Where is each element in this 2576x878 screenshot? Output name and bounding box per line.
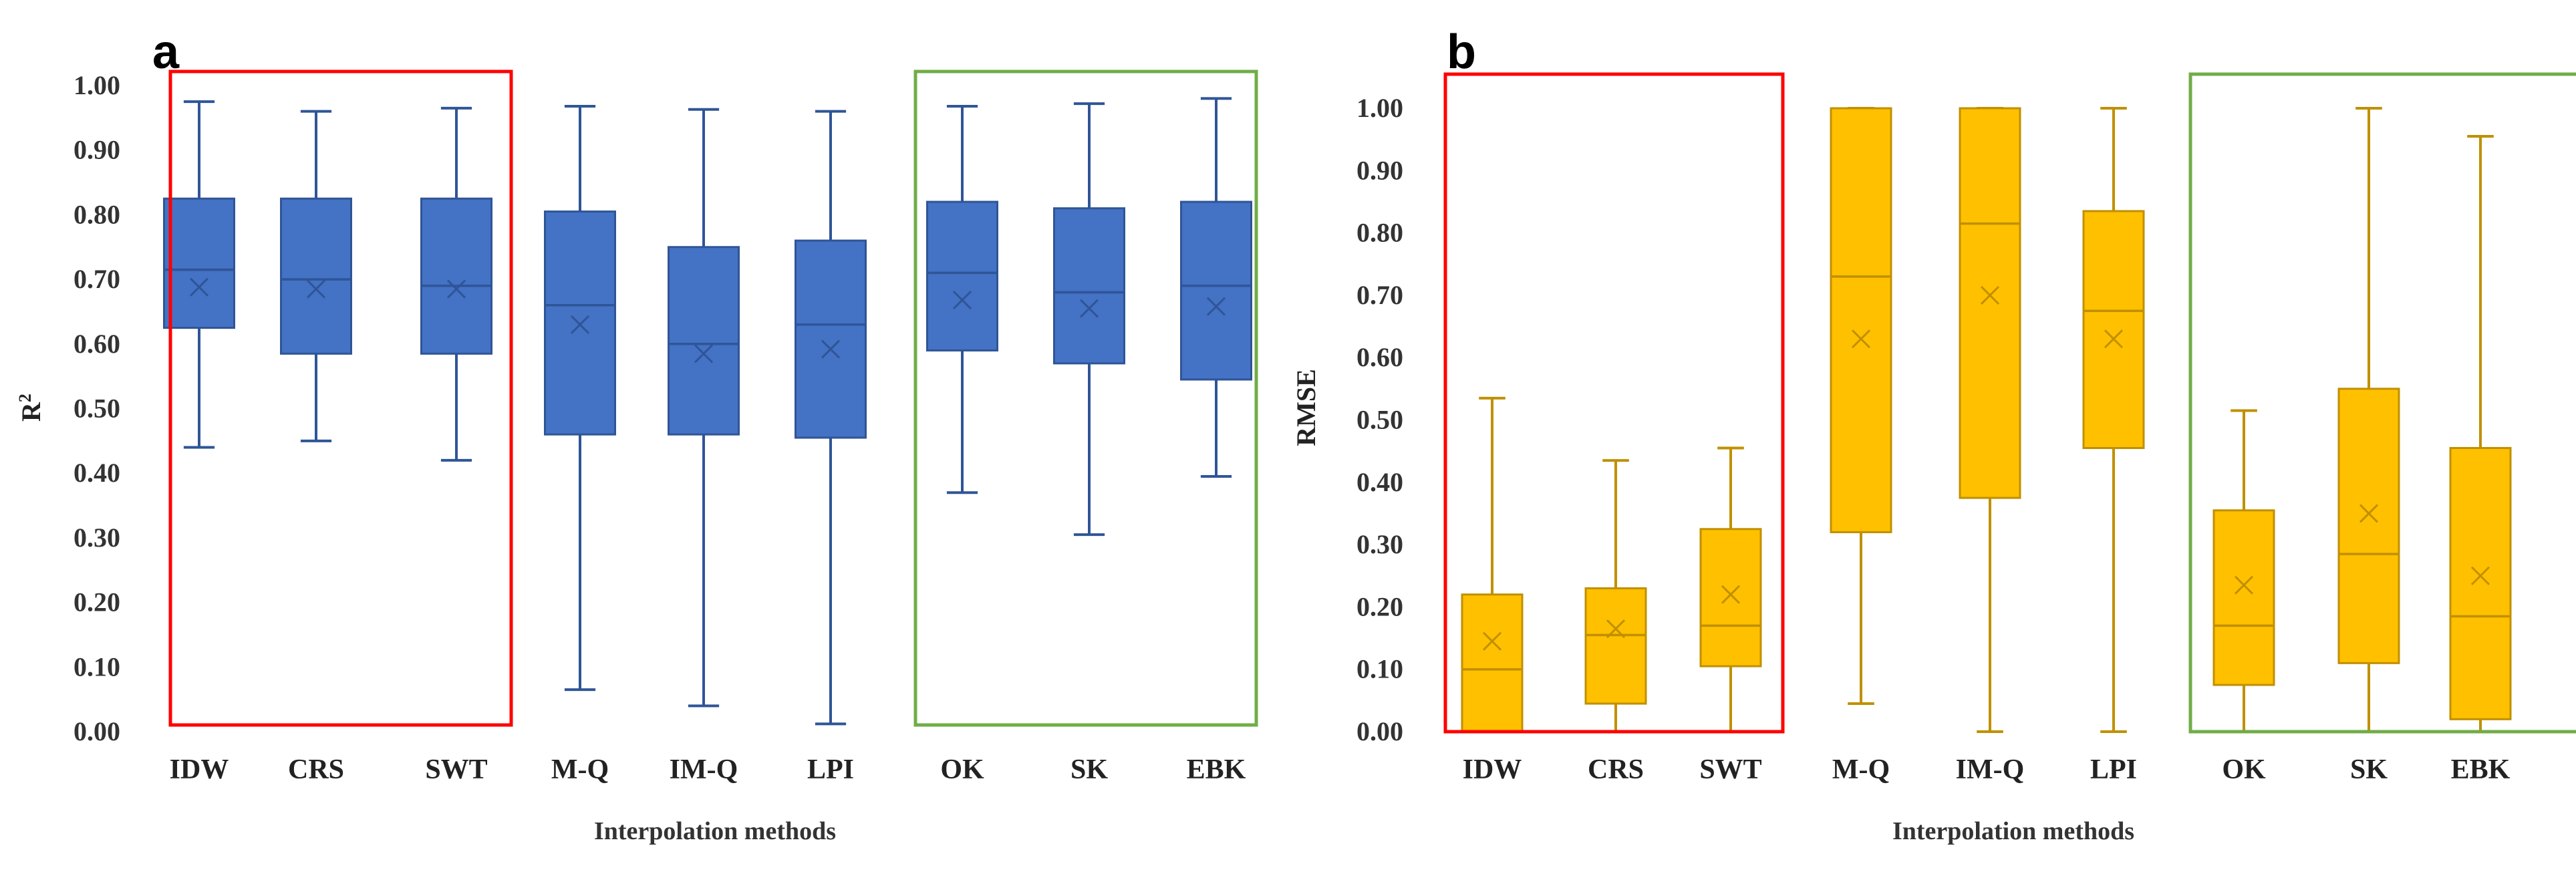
panel-b-mean-marker (2359, 504, 2379, 523)
panel-b-category-label: SWT (1699, 754, 1761, 785)
panel-b-category-label: SK (2350, 754, 2388, 785)
panel-a-ytick-label: 0.20 (74, 587, 120, 617)
panel-a-ylabel-text: R (16, 402, 46, 422)
panel-b-ytick-label: 0.50 (1356, 405, 1403, 435)
panel-b-ytick-label: 0.20 (1356, 591, 1403, 621)
panel-a-highlight-red-box (168, 69, 513, 727)
panel-b-category-label: LPI (2090, 754, 2137, 785)
panel-a-category-label: CRS (288, 754, 344, 785)
panel-a-box (420, 197, 492, 355)
panel-b-mean-marker (1980, 285, 2000, 305)
panel-a-box (926, 200, 998, 351)
panel-a-category-label: OK (940, 754, 984, 785)
panel-b-category-label: OK (2222, 754, 2266, 785)
panel-a-ylabel: R2 (15, 394, 46, 422)
panel-a-xlabel: Interpolation methods (594, 817, 836, 845)
panel-b-ytick-label: 0.40 (1356, 467, 1403, 497)
panel-a-ytick-label: 0.60 (74, 329, 120, 359)
panel-a-category-label: IDW (170, 754, 229, 785)
panel-a-highlight-green-box (913, 69, 1258, 727)
panel-b-category-label: M-Q (1832, 754, 1890, 785)
panel-b-category-label: CRS (1588, 754, 1644, 785)
panel-b-ytick-label: 0.70 (1356, 280, 1403, 310)
panel-b-ytick-label: 0.80 (1356, 218, 1403, 248)
panel-a-mean-marker (952, 290, 972, 310)
panel-a-box (668, 246, 740, 436)
panel-a-box (1053, 207, 1125, 365)
panel-a-category-label: SK (1070, 754, 1108, 785)
panel-a-box (795, 239, 867, 439)
panel-b-mean-marker (1851, 329, 1871, 349)
panel-a-category-label: LPI (807, 754, 854, 785)
panel-a-mean-marker (694, 344, 714, 363)
panel-a-ytick-label: 0.80 (74, 199, 120, 229)
panel-a-ytick-label: 0.70 (74, 264, 120, 294)
panel-b-category-label: IM-Q (1956, 754, 2025, 785)
panel-b-highlight-green-box (2188, 72, 2576, 734)
panel-b-box (1461, 593, 1524, 733)
panel-b-mean-marker (1482, 631, 1502, 651)
panel-b-box (2082, 210, 2145, 449)
panel-a-mean-marker (306, 279, 326, 299)
panel-b-mean-marker (1721, 585, 1741, 604)
panel-b-ytick-label: 0.30 (1356, 529, 1403, 559)
panel-a-box (544, 210, 616, 436)
panel-b-box (2449, 446, 2512, 720)
panel-b-box (1584, 587, 1647, 705)
panel-a-mean-marker (1079, 299, 1099, 318)
panel-a-ylabel-superscript: 2 (15, 394, 35, 402)
panel-a-ytick-label: 0.10 (74, 651, 120, 682)
panel-b-ytick-label: 0.60 (1356, 342, 1403, 372)
panel-b-highlight-red-box (1443, 72, 1785, 734)
panel-b-plot: 0.00 0.10 0.20 0.30 0.40 0.50 0.60 0.70 0.80 0.90… (1356, 72, 2576, 785)
panel-a-ytick-label: 0.00 (74, 716, 120, 746)
panel-b-box (1959, 107, 2021, 499)
panel-b-ytick-label: 0.90 (1356, 155, 1403, 185)
panel-b-label: b (1447, 25, 1476, 79)
panel-b-category-label: IDW (1463, 754, 1522, 785)
panel-b-ytick-label: 0.00 (1356, 716, 1403, 746)
panel-a-mean-marker (1206, 297, 1226, 316)
panel-b-category-label: EBK (2451, 754, 2511, 785)
panel-a-ytick-label: 0.40 (74, 458, 120, 488)
panel-a-mean-marker (446, 279, 466, 299)
panel-b-mean-marker (2104, 329, 2124, 349)
panel-b-mean-marker (1606, 619, 1626, 639)
panel-a-ytick-label: 0.50 (74, 394, 120, 424)
panel-b-box (1830, 107, 1892, 533)
panel-a-category-label: IM-Q (670, 754, 738, 785)
panel-b-xlabel: Interpolation methods (1892, 817, 2134, 845)
panel-a-category-label: EBK (1187, 754, 1246, 785)
panel-b-mean-marker (2470, 566, 2490, 585)
panel-b-box (2212, 509, 2275, 686)
panel-a-plot: 0.00 0.10 0.20 0.30 0.40 0.50 0.60 0.70 0.80 0.90… (74, 69, 1258, 785)
panel-b-box (2337, 388, 2400, 664)
panel-a-category-label: SWT (425, 754, 487, 785)
panel-b-ytick-label: 1.00 (1356, 93, 1403, 123)
panel-a-box (280, 197, 352, 355)
panel-a-box (163, 197, 235, 329)
panel-a-mean-marker (189, 277, 209, 297)
panel-a-mean-marker (821, 339, 841, 359)
panel-b-mean-marker (2234, 575, 2254, 595)
panel-a-ytick-label: 1.00 (74, 70, 120, 100)
panel-b-ytick-label: 0.10 (1356, 654, 1403, 684)
panel-b-ylabel: RMSE (1291, 369, 1321, 446)
panel-a-mean-marker (570, 315, 590, 334)
panel-a-box (1180, 200, 1252, 381)
panel-a-ytick-label: 0.90 (74, 135, 120, 165)
panel-a-ytick-label: 0.30 (74, 523, 120, 553)
panel-a-category-label: M-Q (551, 754, 609, 785)
panel-b-box (1699, 528, 1762, 668)
